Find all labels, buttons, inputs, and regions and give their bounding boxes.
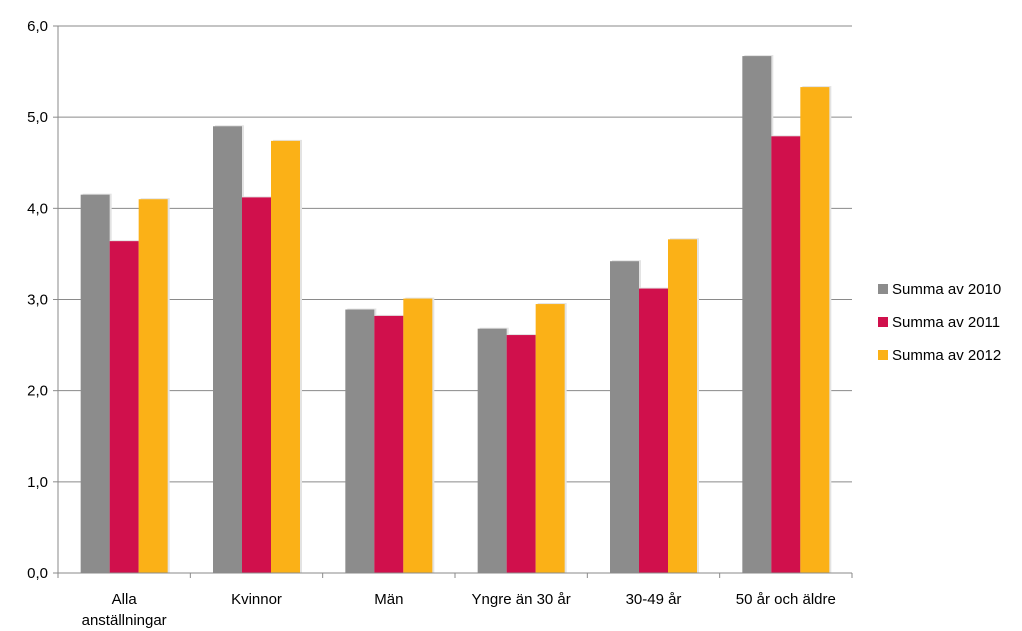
x-category-label: Yngre än 30 år <box>472 591 571 608</box>
x-category-label: Kvinnor <box>231 591 282 608</box>
y-tick-label: 3,0 <box>27 292 48 309</box>
bar <box>80 194 110 574</box>
bar <box>668 239 697 573</box>
bar <box>242 197 271 574</box>
legend-label: Summa av 2012 <box>892 347 1001 364</box>
bar <box>374 315 404 573</box>
bar <box>742 56 772 573</box>
y-tick-labels: 0,0 1,0 2,0 3,0 4,0 5,0 6,0 <box>27 18 48 582</box>
legend: Summa av 2010 Summa av 2011 Summa av 2012 <box>878 281 1001 364</box>
bars <box>80 55 832 574</box>
bar <box>213 126 242 574</box>
x-category-label: Män <box>374 591 403 608</box>
y-tick-label: 5,0 <box>27 109 48 126</box>
legend-swatch <box>878 317 888 327</box>
legend-swatch <box>878 284 888 294</box>
legend-swatch <box>878 350 888 360</box>
axes <box>53 25 853 578</box>
legend-label: Summa av 2010 <box>892 281 1001 298</box>
x-category-label: 30-49 år <box>626 591 682 608</box>
bar <box>800 87 830 573</box>
gridlines <box>58 25 852 483</box>
x-category-labels: Alla anställningar Kvinnor Män Yngre än 30 å… <box>82 591 836 629</box>
y-tick-label: 4,0 <box>27 200 48 217</box>
bar <box>403 298 433 573</box>
legend-item: Summa av 2012 <box>878 347 1001 364</box>
x-category-label: Alla anställningar <box>82 591 167 629</box>
bar <box>639 288 668 573</box>
bar <box>345 309 375 573</box>
bar <box>109 241 139 574</box>
legend-item: Summa av 2011 <box>878 314 1000 331</box>
x-category-label: 50 år och äldre <box>736 591 836 608</box>
bar <box>506 335 536 573</box>
bar <box>271 140 300 573</box>
y-tick-label: 6,0 <box>27 18 48 35</box>
bar <box>610 261 639 573</box>
bar <box>138 199 168 573</box>
bar <box>477 328 507 573</box>
bar <box>535 304 565 573</box>
bar <box>771 136 801 574</box>
legend-label: Summa av 2011 <box>892 314 1000 331</box>
y-tick-label: 2,0 <box>27 383 48 400</box>
y-tick-label: 1,0 <box>27 474 48 491</box>
y-tick-label: 0,0 <box>27 565 48 582</box>
legend-item: Summa av 2010 <box>878 281 1001 298</box>
